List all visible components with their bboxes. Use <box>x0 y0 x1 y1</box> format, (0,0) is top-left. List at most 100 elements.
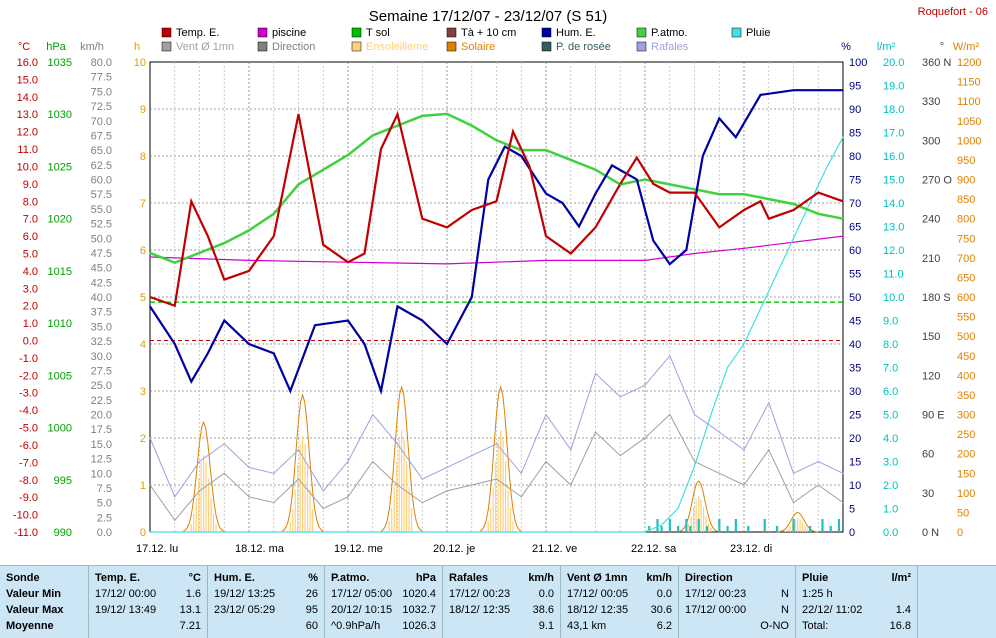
data-point <box>768 449 770 451</box>
axis-tick-label: 10.0 <box>91 468 112 480</box>
data-point <box>495 443 498 445</box>
axis-tick-label: -2.0 <box>19 370 38 382</box>
axis-tick-label: 360 N <box>922 57 951 69</box>
axes: 16.015.014.013.012.011.010.09.08.07.06.0… <box>13 57 982 539</box>
axis-tick-label: 5.0 <box>23 248 38 260</box>
data-point <box>322 490 324 492</box>
axis-tick-label: 1020 <box>48 214 72 226</box>
axis-tick-label: 990 <box>54 527 72 539</box>
axis-tick-label: 16.0 <box>883 151 904 163</box>
axis-tick-label: 65.0 <box>91 145 112 157</box>
data-point <box>743 449 745 451</box>
axis-tick-label: 70.0 <box>91 116 112 128</box>
data-point <box>792 209 795 211</box>
data-point <box>347 261 349 263</box>
stats-col-unit: l/m² <box>891 572 911 584</box>
axis-tick-label: 35.0 <box>91 321 112 333</box>
data-point <box>495 139 498 141</box>
data-point <box>207 352 209 354</box>
stats-cell-value: 1.4 <box>895 604 911 616</box>
data-point <box>718 193 720 195</box>
axis-tick-label: 4 <box>140 339 146 351</box>
data-point <box>743 247 745 249</box>
data-point <box>792 472 795 474</box>
data-point <box>693 252 696 255</box>
data-point <box>545 149 547 151</box>
data-point <box>446 343 448 345</box>
axis-tick-label: 11.0 <box>17 144 38 156</box>
legend-label: Solaire <box>461 41 495 53</box>
axis-tick-label: 0 <box>140 527 146 539</box>
data-point <box>446 226 448 228</box>
axis-tick-label: -6.0 <box>19 440 38 452</box>
data-point <box>149 296 151 298</box>
rain-bar <box>689 526 692 532</box>
stats-col-dir: Direction 17/12/ 00:23 N 17/12/ 00:00 N O-NO <box>678 566 795 638</box>
legend-label: Pluie <box>746 27 770 39</box>
axis-tick-label: 30.0 <box>91 351 112 363</box>
axis-tick-label: 50.0 <box>91 233 112 245</box>
axis-tick-label: 330 <box>922 96 940 108</box>
axis-tick-label: 150 <box>957 468 975 480</box>
axis-tick-label: 67.5 <box>91 130 112 142</box>
axis-tick-label: 995 <box>54 475 72 487</box>
data-point <box>273 472 275 474</box>
stats-col-unit: hPa <box>415 572 436 584</box>
stats-cell-label: 19/12/ 13:25 <box>214 588 276 600</box>
axis-unit: km/h <box>80 41 104 53</box>
data-point <box>487 178 489 181</box>
data-point <box>421 478 423 480</box>
legend-label: Direction <box>272 41 315 53</box>
stats-col-unit: km/h <box>528 572 554 584</box>
axis-tick-label: 10.0 <box>883 292 904 304</box>
axis-tick-label: 60.0 <box>91 175 112 187</box>
axis-tick-label: 0.0 <box>23 336 38 348</box>
axis-tick-label: 65 <box>849 222 861 234</box>
stats-cell-value: N <box>781 588 789 600</box>
stats-label-min: Valeur Min <box>6 588 62 600</box>
axis-unit: % <box>841 41 851 53</box>
data-point <box>545 259 547 262</box>
stats-cell-value: O-NO <box>760 620 789 632</box>
data-point <box>297 478 300 480</box>
data-point <box>363 252 366 255</box>
stats-col-temp: Temp. E. °C 17/12/ 00:00 1.6 19/12/ 13:49 13.… <box>88 566 207 638</box>
data-point <box>743 343 745 345</box>
legend-swatch <box>731 27 742 38</box>
legend-label: piscine <box>272 27 306 39</box>
data-point <box>677 507 679 510</box>
data-point <box>322 244 324 246</box>
axis-tick-label: 14.0 <box>883 198 904 210</box>
stats-cell-value: 13.1 <box>179 604 201 616</box>
axis-tick-label: 5 <box>849 504 855 516</box>
data-point <box>149 437 151 439</box>
axis-tick-label: 13.0 <box>883 222 904 234</box>
solar-curve <box>479 385 522 532</box>
axis-tick-label: 0 N <box>922 527 939 539</box>
stats-cell-value: 7.21 <box>179 620 201 632</box>
axis-tick-label: 2.0 <box>883 480 898 492</box>
legend-swatch <box>446 41 457 52</box>
axis-tick-label: 50 <box>849 292 861 304</box>
data-point <box>693 188 696 190</box>
axis-tick-label: 95 <box>849 81 861 93</box>
data-point <box>273 502 275 504</box>
axis-tick-label: 57.5 <box>91 189 112 201</box>
data-point <box>471 455 473 457</box>
data-point <box>669 263 671 265</box>
rain-bar <box>809 526 812 532</box>
data-point <box>669 191 671 194</box>
data-point <box>652 183 654 185</box>
axis-tick-label: 400 <box>957 370 975 382</box>
legend-label: Tà + 10 cm <box>461 27 516 39</box>
stats-cell-value: 60 <box>305 620 318 632</box>
axis-tick-label: 20.0 <box>883 57 904 69</box>
data-point <box>759 308 762 310</box>
data-point <box>421 502 423 504</box>
stats-col-header: Hum. E. <box>214 572 255 584</box>
stats-cell-label: 22/12/ 11:02 <box>802 604 863 616</box>
plot-series <box>149 89 844 533</box>
stats-cell-value: 0.0 <box>538 588 554 600</box>
axis-tick-label: 700 <box>957 253 975 265</box>
axis-tick-label: -7.0 <box>19 457 38 469</box>
